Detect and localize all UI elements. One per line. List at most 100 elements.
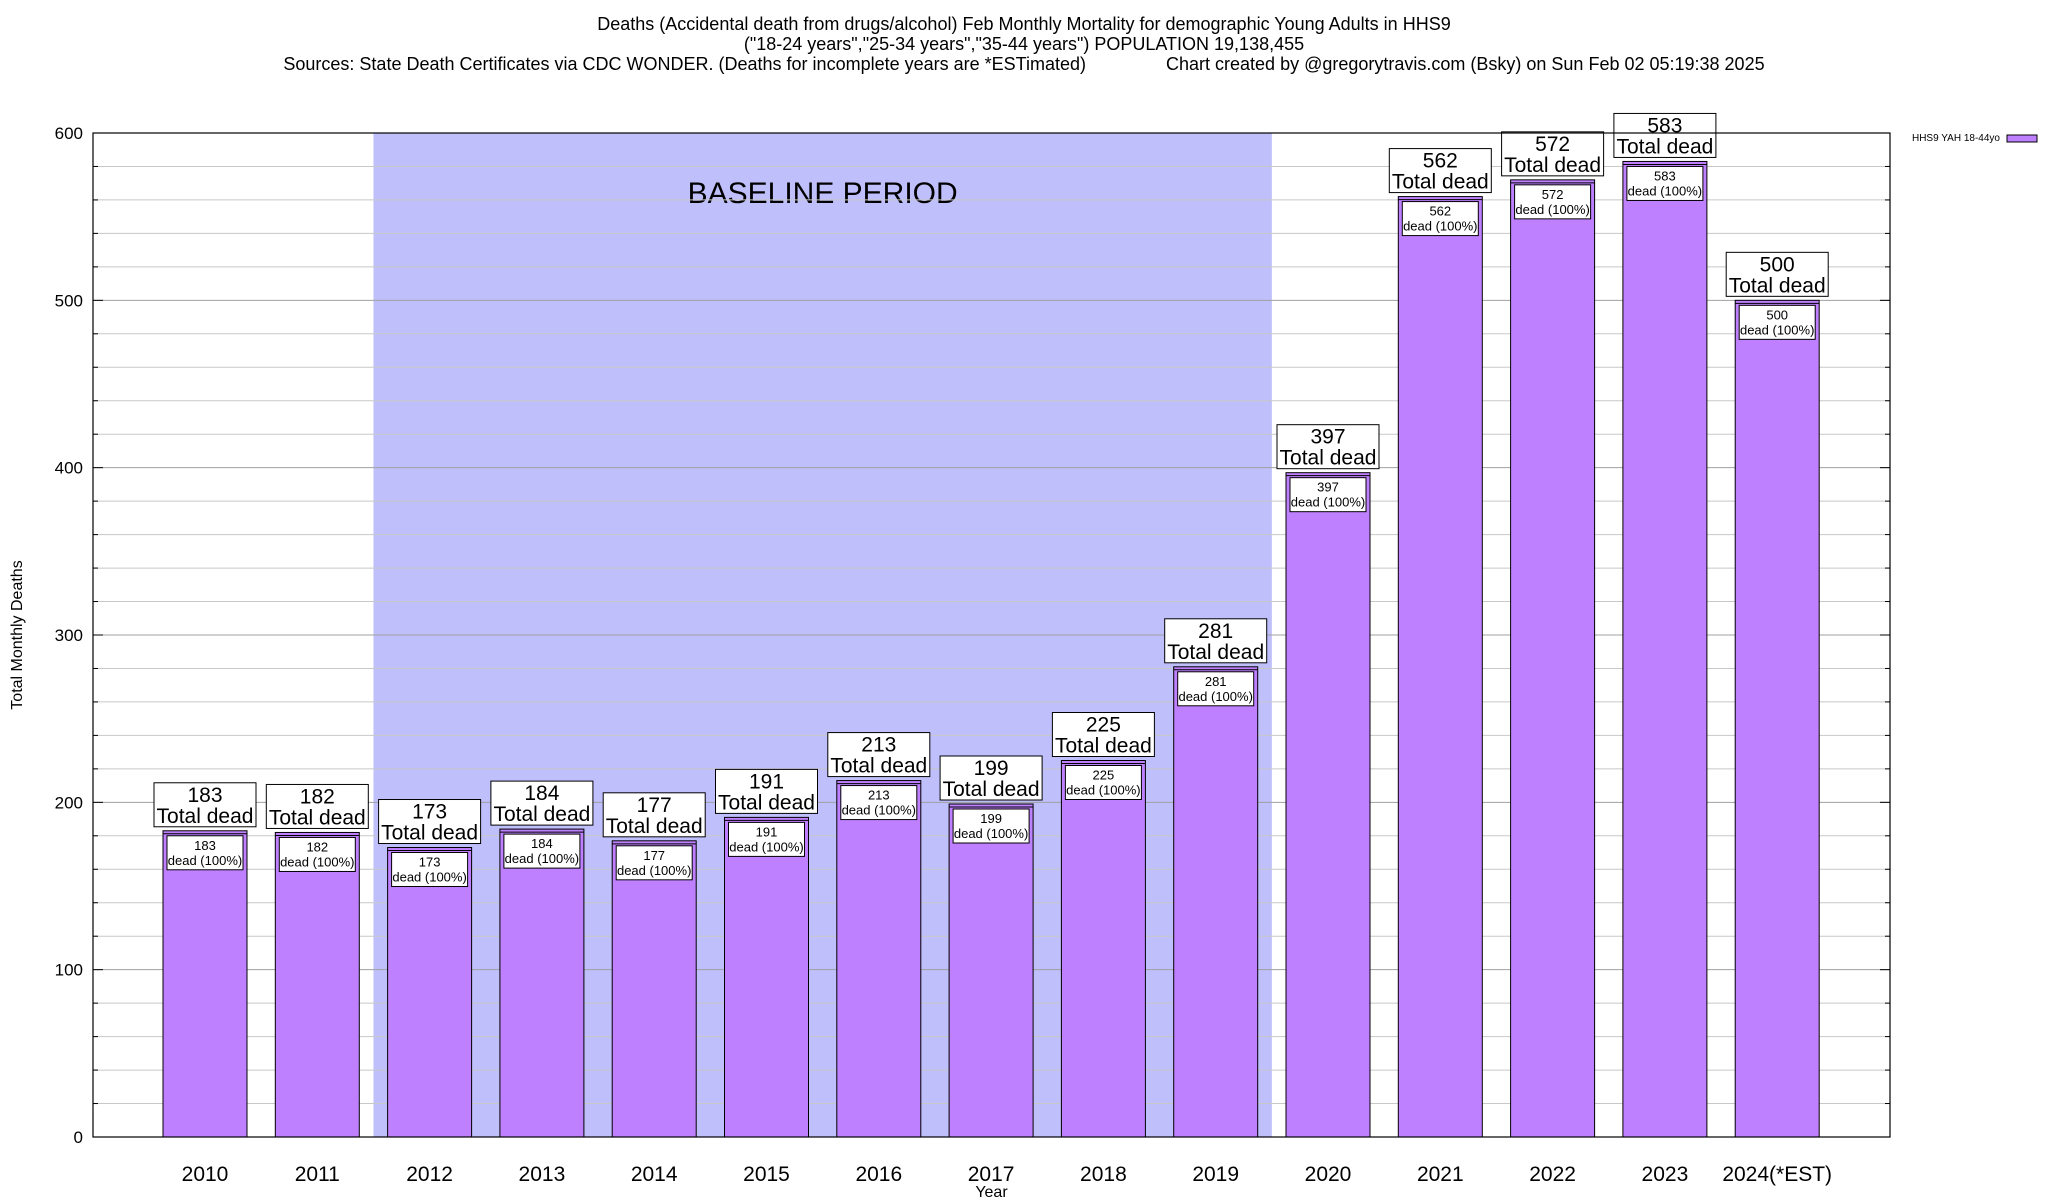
legend-swatch (2006, 134, 2038, 143)
total-dead-label: Total dead (1616, 135, 1713, 158)
x-tick-label: 2021 (1417, 1163, 1464, 1186)
total-value-label: 173 (412, 801, 447, 824)
total-dead-label: Total dead (606, 815, 703, 838)
chart-subtitle: ("18-24 years","25-34 years","35-44 year… (743, 34, 1305, 54)
inner-percent-label: dead (100%) (1291, 495, 1365, 510)
inner-label-box (1514, 184, 1592, 220)
baseline-period-label: BASELINE PERIOD (688, 177, 958, 210)
bar (948, 803, 1034, 1138)
inner-percent-label: dead (100%) (729, 839, 803, 854)
total-label-box (1164, 618, 1268, 664)
inner-label-box (728, 821, 805, 857)
total-label-box (153, 782, 257, 828)
inner-percent-label: dead (100%) (1628, 183, 1702, 198)
total-dead-label: Total dead (1280, 447, 1377, 470)
total-dead-label: Total dead (381, 822, 478, 845)
y-tick-label: 400 (55, 459, 83, 478)
bar (162, 830, 248, 1138)
total-label-box (1051, 712, 1155, 757)
x-tick-label: 2016 (855, 1163, 902, 1186)
total-label-box (265, 783, 369, 829)
inner-value-label: 184 (531, 836, 553, 851)
inner-value-label: 173 (419, 855, 441, 870)
total-label-box (939, 755, 1043, 801)
inner-label-box (1064, 765, 1142, 800)
x-tick-label: 2024(*EST) (1722, 1163, 1832, 1186)
y-tick-label: 100 (55, 961, 83, 980)
total-label-box (1501, 131, 1605, 177)
x-tick-label: 2010 (182, 1163, 229, 1186)
x-axis-label: Year (975, 1184, 1008, 1200)
bar (611, 840, 697, 1138)
total-value-label: 562 (1423, 150, 1458, 173)
inner-label-box (278, 836, 356, 872)
inner-value-label: 281 (1205, 674, 1227, 689)
total-value-label: 500 (1760, 253, 1795, 276)
x-tick-label: 2012 (406, 1163, 453, 1186)
x-tick-label: 2011 (295, 1163, 340, 1186)
inner-value-label: 583 (1654, 168, 1676, 183)
bar (499, 828, 585, 1138)
bar (836, 780, 922, 1138)
inner-percent-label: dead (100%) (168, 853, 242, 868)
total-label-box (827, 732, 931, 778)
x-tick-label: 2018 (1080, 1163, 1127, 1186)
bar (1173, 666, 1259, 1138)
total-dead-label: Total dead (1055, 735, 1152, 758)
inner-percent-label: dead (100%) (392, 870, 466, 885)
total-dead-label: Total dead (1729, 274, 1826, 297)
x-tick-label: 2022 (1529, 1163, 1576, 1186)
total-value-label: 199 (974, 757, 1009, 780)
y-tick-label: 500 (55, 291, 83, 310)
total-dead-label: Total dead (157, 805, 254, 828)
inner-value-label: 182 (306, 839, 328, 854)
total-dead-label: Total dead (1504, 154, 1601, 177)
inner-percent-label: dead (100%) (505, 851, 579, 866)
inner-label-box (166, 835, 244, 871)
bar (1397, 196, 1483, 1138)
inner-label-box (615, 845, 693, 881)
total-label-box (1725, 251, 1829, 297)
inner-label-box (391, 852, 469, 888)
x-tick-label: 2023 (1642, 1163, 1689, 1186)
x-tick-label: 2019 (1192, 1163, 1239, 1186)
total-label-box (715, 768, 818, 814)
total-value-label: 583 (1647, 114, 1682, 137)
bar (274, 831, 360, 1138)
inner-percent-label: dead (100%) (617, 863, 691, 878)
total-label-box (490, 780, 594, 826)
total-value-label: 572 (1535, 133, 1570, 156)
y-tick-label: 200 (55, 793, 83, 812)
chart-title: Deaths (Accidental death from drugs/alco… (597, 14, 1451, 34)
chart-source-note: Sources: State Death Certificates via CD… (283, 54, 1765, 74)
inner-value-label: 183 (194, 838, 216, 853)
inner-value-label: 191 (756, 824, 778, 839)
legend-label: HHS9 YAH 18-44yo (1912, 133, 2000, 144)
total-label-box (1613, 112, 1717, 158)
inner-percent-label: dead (100%) (1403, 219, 1477, 234)
total-value-label: 183 (187, 784, 222, 807)
bar (1734, 299, 1820, 1138)
inner-label-box (1626, 165, 1704, 201)
total-dead-label: Total dead (718, 791, 815, 814)
inner-percent-label: dead (100%) (280, 854, 354, 869)
inner-value-label: 225 (1093, 768, 1115, 783)
total-dead-label: Total dead (1392, 171, 1489, 194)
total-value-label: 397 (1310, 426, 1345, 449)
inner-percent-label: dead (100%) (842, 803, 916, 818)
bar (1060, 760, 1146, 1138)
total-value-label: 225 (1086, 714, 1121, 737)
bar (1285, 472, 1371, 1138)
x-tick-label: 2020 (1305, 1163, 1352, 1186)
total-label-box (378, 799, 482, 845)
inner-value-label: 562 (1429, 204, 1451, 219)
